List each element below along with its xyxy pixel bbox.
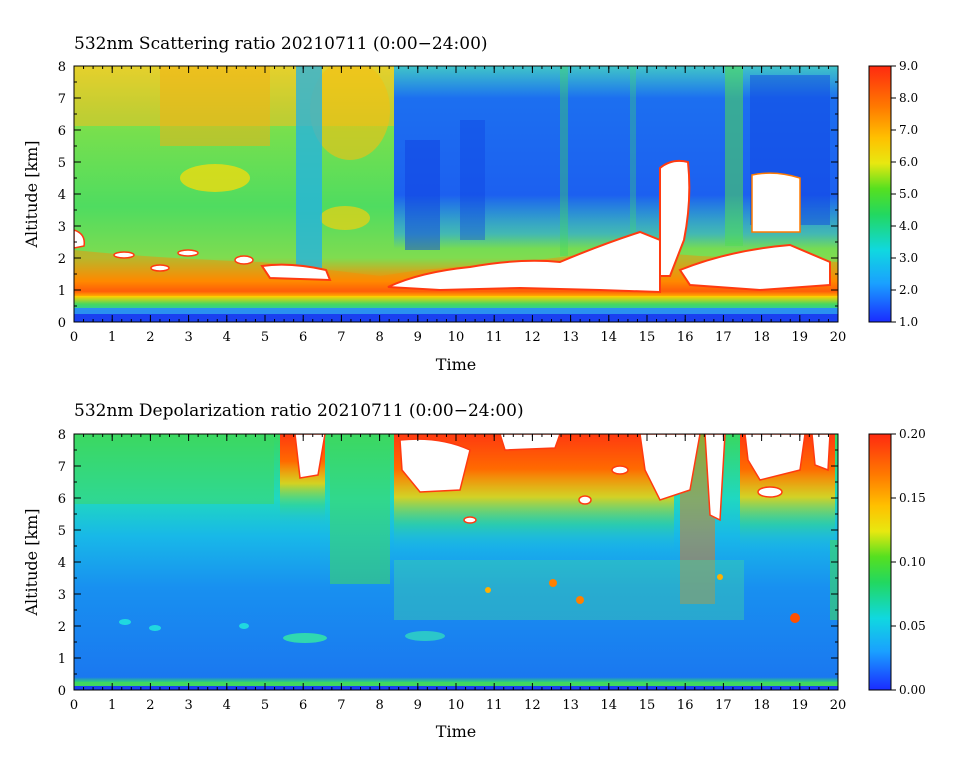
scattering-y-label: Altitude [km] [22,140,41,248]
scattering-panel: 532nm Scattering ratio 20210711 (0:00−24… [22,34,918,374]
scattering-colorbar-ticks: 1.0 2.0 3.0 4.0 5.0 6.0 7.0 8.0 9.0 [891,59,918,329]
x-tick-label: 4 [223,330,231,345]
scattering-heatmap-field [74,66,838,322]
x-tick-label: 1 [108,330,116,345]
depolarization-title: 532nm Depolarization ratio 20210711 (0:0… [74,401,524,421]
depolarization-colorbar-ticks: 0.00 0.05 0.10 0.15 0.20 [891,427,926,697]
colorbar-tick-label: 0.15 [899,491,926,505]
x-tick-label: 13 [562,698,579,713]
depolarization-y-ticks: 0 1 2 3 4 5 6 7 8 [58,428,838,699]
x-tick-label: 14 [601,698,618,713]
colorbar-tick-label: 2.0 [899,283,918,297]
y-tick-label: 3 [58,588,66,603]
x-tick-label: 12 [524,330,541,345]
depolarization-y-label: Altitude [km] [22,508,41,616]
x-tick-label: 10 [448,698,465,713]
y-tick-label: 2 [58,252,66,267]
x-tick-label: 6 [299,698,307,713]
scattering-x-label: Time [436,355,476,374]
x-tick-label: 3 [184,330,192,345]
x-tick-label: 9 [414,330,422,345]
y-tick-label: 5 [58,156,66,171]
depolarization-panel: 532nm Depolarization ratio 20210711 (0:0… [22,401,926,741]
y-tick-label: 4 [58,188,66,203]
scattering-title: 532nm Scattering ratio 20210711 (0:00−24… [74,34,488,54]
colorbar-tick-label: 1.0 [899,315,918,329]
x-tick-label: 19 [792,698,809,713]
x-tick-label: 0 [70,698,78,713]
x-tick-label: 8 [375,698,383,713]
x-tick-label: 8 [375,330,383,345]
x-tick-label: 17 [715,698,732,713]
colorbar-tick-label: 0.10 [899,555,926,569]
colorbar-tick-label: 8.0 [899,91,918,105]
scattering-colorbar [868,65,892,323]
x-tick-label: 19 [792,330,809,345]
x-tick-label: 6 [299,330,307,345]
x-tick-label: 0 [70,330,78,345]
y-tick-label: 6 [58,124,66,139]
x-tick-label: 18 [753,330,770,345]
y-tick-label: 3 [58,220,66,235]
colorbar-tick-label: 7.0 [899,123,918,137]
x-tick-label: 13 [562,330,579,345]
x-tick-label: 14 [601,330,618,345]
x-tick-label: 16 [677,330,694,345]
depolarization-x-label: Time [436,722,476,741]
y-tick-label: 8 [58,428,66,443]
y-tick-label: 1 [58,652,66,667]
colorbar-tick-label: 6.0 [899,155,918,169]
x-tick-label: 3 [184,698,192,713]
colorbar-tick-label: 9.0 [899,59,918,73]
depolarization-colorbar [868,433,892,691]
colorbar-tick-label: 0.05 [899,619,926,633]
colorbar-tick-label: 4.0 [899,219,918,233]
x-tick-label: 5 [261,330,269,345]
x-tick-label: 1 [108,698,116,713]
depolarization-heatmap-field [74,434,838,690]
colorbar-tick-label: 5.0 [899,187,918,201]
x-tick-label: 15 [639,698,656,713]
x-tick-label: 2 [146,330,154,345]
x-tick-label: 12 [524,698,541,713]
x-tick-label: 7 [337,330,345,345]
y-tick-label: 2 [58,620,66,635]
y-tick-label: 8 [58,60,66,75]
depolarization-x-ticks: 0 1 2 3 4 5 6 7 8 9 10 11 12 13 14 15 16 17 18 19 20 [70,434,846,713]
colorbar-tick-label: 0.00 [899,683,926,697]
y-tick-label: 4 [58,556,66,571]
y-tick-label: 7 [58,92,66,107]
x-tick-label: 15 [639,330,656,345]
scattering-x-ticks: 0 1 2 3 4 5 6 7 8 9 10 11 12 13 14 15 16 17 18 19 20 [70,66,846,345]
x-tick-label: 17 [715,330,732,345]
x-tick-label: 5 [261,698,269,713]
y-tick-label: 7 [58,460,66,475]
y-tick-label: 0 [58,316,66,331]
scattering-y-ticks: 0 1 2 3 4 5 6 7 8 [58,60,838,331]
x-tick-label: 11 [486,698,503,713]
x-tick-label: 18 [753,698,770,713]
x-tick-label: 9 [414,698,422,713]
y-tick-label: 0 [58,684,66,699]
x-tick-label: 20 [830,698,847,713]
x-tick-label: 11 [486,330,503,345]
x-tick-label: 16 [677,698,694,713]
colorbar-tick-label: 3.0 [899,251,918,265]
y-tick-label: 1 [58,284,66,299]
colorbar-tick-label: 0.20 [899,427,926,441]
x-tick-label: 20 [830,330,847,345]
x-tick-label: 7 [337,698,345,713]
x-tick-label: 2 [146,698,154,713]
x-tick-label: 10 [448,330,465,345]
y-tick-label: 5 [58,524,66,539]
y-tick-label: 6 [58,492,66,507]
x-tick-label: 4 [223,698,231,713]
